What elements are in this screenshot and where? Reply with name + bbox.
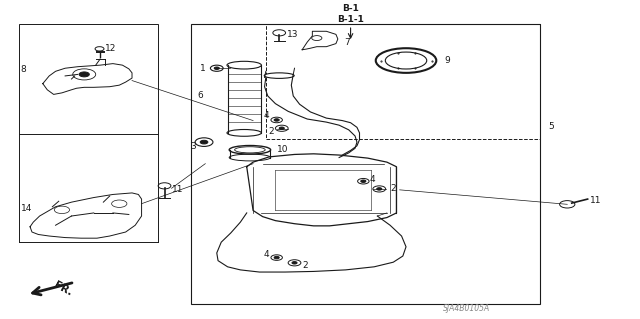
Text: 2: 2 bbox=[302, 261, 308, 270]
Text: 8: 8 bbox=[20, 65, 26, 74]
Text: 14: 14 bbox=[20, 204, 32, 213]
Text: 2: 2 bbox=[390, 184, 396, 193]
Circle shape bbox=[279, 127, 284, 130]
Text: 12: 12 bbox=[105, 44, 116, 53]
Bar bbox=[191, 24, 540, 304]
Text: 6: 6 bbox=[197, 92, 203, 100]
Circle shape bbox=[200, 140, 208, 144]
Text: 11: 11 bbox=[589, 196, 601, 205]
Text: 4: 4 bbox=[370, 174, 375, 183]
Circle shape bbox=[361, 180, 366, 182]
Text: 9: 9 bbox=[444, 56, 450, 65]
Text: 13: 13 bbox=[287, 30, 298, 39]
Bar bbox=[19, 24, 157, 134]
Text: 10: 10 bbox=[276, 145, 288, 154]
Circle shape bbox=[274, 119, 279, 121]
Text: 5: 5 bbox=[548, 122, 554, 131]
Circle shape bbox=[79, 72, 90, 77]
Text: 3: 3 bbox=[190, 142, 196, 151]
Bar bbox=[266, 24, 540, 139]
Text: 1: 1 bbox=[200, 64, 205, 73]
Text: 2: 2 bbox=[269, 128, 274, 137]
Circle shape bbox=[214, 67, 220, 70]
Ellipse shape bbox=[376, 48, 436, 73]
Text: 11: 11 bbox=[172, 185, 184, 194]
Circle shape bbox=[377, 188, 382, 190]
Text: 4: 4 bbox=[264, 111, 269, 121]
Ellipse shape bbox=[385, 52, 427, 69]
Text: SJA4B0105A: SJA4B0105A bbox=[443, 304, 490, 313]
Circle shape bbox=[292, 262, 297, 264]
Circle shape bbox=[274, 256, 279, 259]
Text: B-1
B-1-1: B-1 B-1-1 bbox=[337, 4, 364, 24]
Text: 4: 4 bbox=[264, 250, 269, 259]
Text: 7: 7 bbox=[344, 38, 350, 47]
Ellipse shape bbox=[264, 73, 294, 78]
Text: FR.: FR. bbox=[52, 280, 74, 298]
